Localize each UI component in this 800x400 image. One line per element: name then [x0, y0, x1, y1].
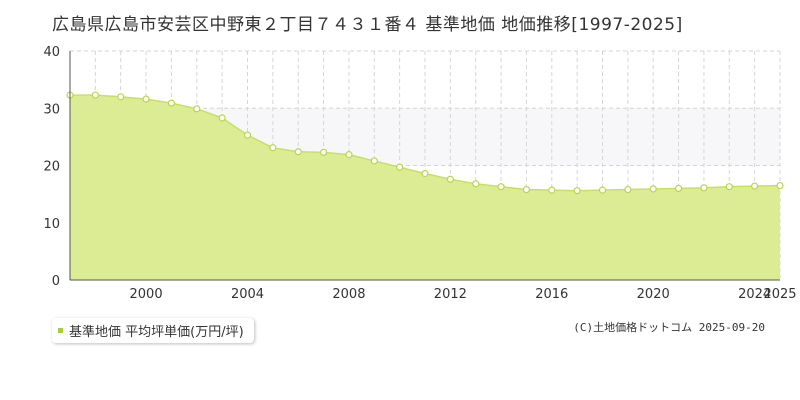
- x-tick-label: 2024: [738, 287, 771, 302]
- data-point: [269, 144, 277, 152]
- data-point: [243, 131, 252, 139]
- y-tick-label: 30: [43, 102, 60, 117]
- data-point: [396, 163, 404, 171]
- data-point: [725, 183, 733, 191]
- x-tick-label: 2008: [332, 287, 365, 302]
- x-tick-label: 2012: [434, 287, 467, 302]
- data-point: [446, 175, 454, 183]
- area-fill: [70, 95, 780, 281]
- data-point: [472, 180, 480, 188]
- data-point: [674, 184, 683, 192]
- data-point: [319, 148, 328, 156]
- data-point: [421, 169, 429, 178]
- data-point: [370, 157, 378, 165]
- legend-label: 基準地価 平均坪単価(万円/坪): [69, 325, 244, 340]
- data-point: [497, 183, 505, 191]
- data-point: [522, 185, 531, 194]
- x-tick-label: 2025: [763, 287, 796, 302]
- y-tick-label: 40: [43, 45, 60, 60]
- data-point: [548, 186, 556, 194]
- data-point: [573, 187, 581, 195]
- tick-labels: 0 10 20 30 40 2000 2004 2008 2012 2016 2020 2024202…: [43, 45, 796, 302]
- data-point: [751, 182, 759, 190]
- y-tick-label: 10: [43, 217, 60, 232]
- legend: 基準地価 平均坪単価(万円/坪): [52, 318, 254, 343]
- axes: [69, 51, 780, 281]
- data-point: [218, 114, 226, 122]
- legend-marker: [58, 328, 63, 333]
- data-point: [649, 185, 657, 193]
- data-point: [193, 105, 201, 113]
- chart-title: 広島県広島市安芸区中野東２丁目７４３１番４ 基準地価 地価推移[1997-202…: [52, 15, 683, 35]
- data-point: [167, 99, 176, 107]
- data-point: [294, 148, 302, 156]
- data-point: [91, 91, 99, 99]
- data-point: [142, 95, 150, 103]
- x-tick-label: 2016: [535, 287, 568, 302]
- x-tick-label: 2020: [637, 287, 670, 302]
- data-point: [345, 151, 353, 159]
- data-point: [598, 186, 607, 194]
- y-tick-label: 0: [52, 274, 60, 289]
- x-tick-label: 2000: [130, 287, 163, 302]
- copyright-credit: (C)土地価格ドットコム 2025-09-20: [573, 321, 765, 334]
- data-point: [700, 184, 708, 192]
- x-tick-label: 2004: [231, 287, 264, 302]
- y-tick-label: 20: [43, 160, 60, 175]
- data-point: [776, 181, 784, 190]
- data-point: [117, 93, 125, 101]
- data-point: [624, 185, 632, 194]
